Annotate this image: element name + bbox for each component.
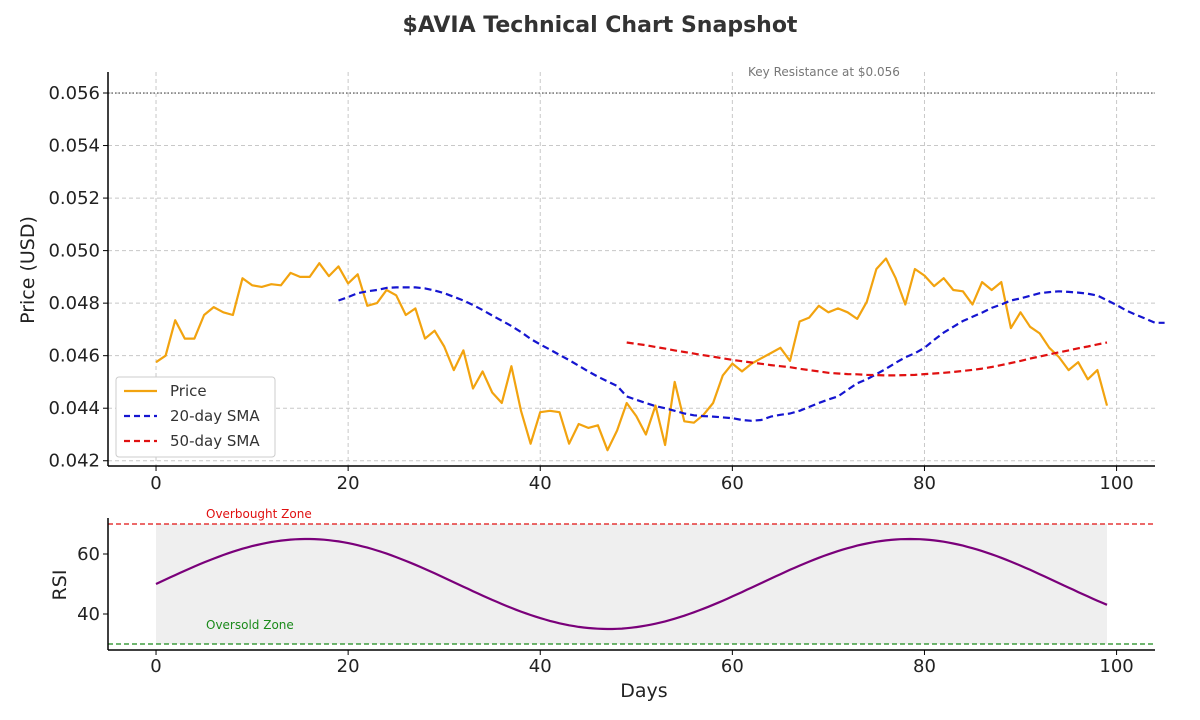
rsi-x-tick-label: 60 xyxy=(721,656,744,677)
price-series-group xyxy=(155,257,1165,452)
rsi-x-tick-label: 0 xyxy=(150,656,161,677)
oversold-zone-label: Oversold Zone xyxy=(206,618,294,632)
series-line-price xyxy=(155,257,1109,452)
overbought-zone-label: Overbought Zone xyxy=(206,507,312,521)
rsi-y-tick-label: 40 xyxy=(77,604,100,625)
rsi-line xyxy=(155,537,1108,631)
rsi-neutral-band xyxy=(156,524,1107,644)
price-ticks: 0 20 40 60 80 100 0.042 0.044 0.046 0.048 0.050 0.0… xyxy=(48,83,1133,494)
series-line-sma20 xyxy=(338,286,1165,422)
rsi-x-tick-label: 20 xyxy=(337,656,360,677)
price-y-tick-label: 0.042 xyxy=(48,451,100,472)
legend-box xyxy=(115,376,276,458)
rsi-band-rect xyxy=(156,524,1107,644)
legend-label-sma50: 50-day SMA xyxy=(170,432,260,450)
price-x-tick-label: 60 xyxy=(721,473,744,494)
price-y-axis-label: Price (USD) xyxy=(17,216,39,324)
price-panel: 0 20 40 60 80 100 0.042 0.044 0.046 0.048 0.050 0.0… xyxy=(17,65,1165,494)
price-y-tick-label: 0.048 xyxy=(48,293,100,314)
rsi-x-tick-label: 80 xyxy=(913,656,936,677)
rsi-y-axis-label: RSI xyxy=(49,570,71,601)
price-x-tick-label: 100 xyxy=(1099,473,1133,494)
x-axis-label: Days xyxy=(620,680,667,702)
series-line-sma50 xyxy=(626,341,1108,377)
price-y-tick-label: 0.046 xyxy=(48,346,100,367)
price-x-tick-label: 40 xyxy=(529,473,552,494)
rsi-panel: 0 20 40 60 80 100 40 60 Overbought Zone Oversol… xyxy=(49,507,1155,702)
legend-label-price: Price xyxy=(170,382,207,400)
legend-label-sma20: 20-day SMA xyxy=(170,407,260,425)
rsi-x-tick-label: 40 xyxy=(529,656,552,677)
rsi-ticks: 0 20 40 60 80 100 40 60 xyxy=(77,544,1134,677)
price-grid xyxy=(108,72,1155,466)
rsi-level-lines xyxy=(108,523,1155,645)
price-y-tick-label: 0.056 xyxy=(48,83,100,104)
rsi-axes xyxy=(107,518,1155,651)
price-x-tick-label: 80 xyxy=(913,473,936,494)
rsi-y-tick-label: 60 xyxy=(77,544,100,565)
price-x-tick-label: 0 xyxy=(150,473,161,494)
legend: Price 20-day SMA 50-day SMA xyxy=(115,376,276,458)
price-y-tick-label: 0.052 xyxy=(48,188,100,209)
price-y-tick-label: 0.050 xyxy=(48,241,100,262)
rsi-x-tick-label: 100 xyxy=(1099,656,1133,677)
rsi-series-group xyxy=(155,537,1108,631)
chart-title: $AVIA Technical Chart Snapshot xyxy=(403,13,798,38)
price-y-tick-label: 0.054 xyxy=(48,136,100,157)
price-axes xyxy=(107,72,1155,467)
price-y-tick-label: 0.044 xyxy=(48,398,100,419)
price-x-tick-label: 20 xyxy=(337,473,360,494)
resistance-annotation: Key Resistance at $0.056 xyxy=(748,65,900,79)
